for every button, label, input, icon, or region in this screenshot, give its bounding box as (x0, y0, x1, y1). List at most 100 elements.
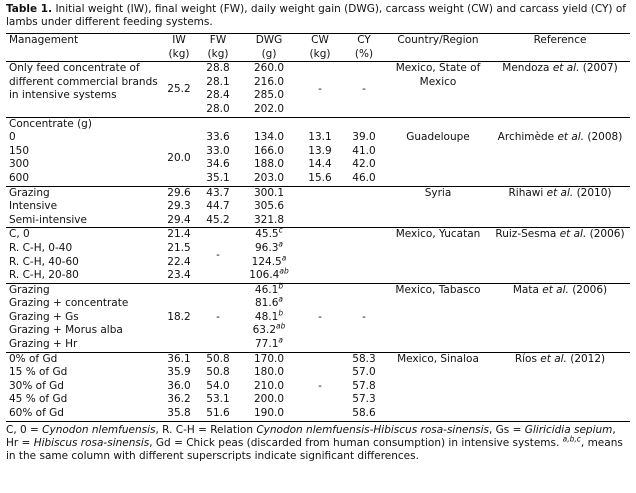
management-cell: 30% of Gd (6, 380, 162, 394)
reference-part: Ruiz-Sesma (495, 228, 560, 241)
cell-text: R. C-H, 20-80 (9, 269, 79, 282)
table-row: 15 % of Gd 35.9 50.8 180.0 57.0 (6, 366, 630, 380)
reference-part: (2008) (584, 131, 623, 144)
table-row: Grazing + Gs 48.1b (6, 309, 630, 325)
iw-cell: 36.2 (162, 393, 196, 407)
cell-text: Mexico, Yucatan (395, 228, 481, 241)
footnote: C, 0 = Cynodon nlemfuensis, R. C-H = Rel… (6, 424, 630, 463)
table-row: R. C-H, 40-60 22.4 124.5a (6, 254, 630, 270)
cell-text: 150 (9, 144, 30, 157)
footnote-superscripts: a,b,c (562, 434, 581, 444)
cell-text: 202.0 (253, 102, 285, 115)
table-row: 0 20.0 33.6 134.0 13.1 39.0 Guadeloupe Archimèd… (6, 131, 630, 163)
cell-text: 30% of Gd (9, 379, 64, 392)
management-cell: Grazing (6, 186, 162, 200)
iw-cell: 21.4 (162, 228, 196, 242)
table-body: Only feed concentrate of different comme… (6, 61, 630, 422)
fw-cell: - (196, 228, 240, 283)
dwg-cell: 96.3a (240, 239, 298, 256)
iw-cell: 20.0 (162, 131, 196, 186)
header-name: FW (209, 34, 227, 46)
cell-text: 200.0 (253, 393, 285, 406)
caption: Table 1. Initial weight (IW), final weig… (6, 3, 630, 29)
significance-letter: a (278, 239, 283, 249)
header-cell: Reference (490, 34, 630, 62)
header-name: CY (357, 34, 371, 46)
cell-text: - (318, 310, 322, 323)
header-cell: FW (kg) (196, 34, 240, 62)
cell-text: 305.6 (253, 200, 285, 213)
cell-text: 50.8 (206, 352, 230, 365)
cell-text: 134.0 (253, 131, 285, 144)
cell-text: 34.6 (206, 158, 230, 171)
cell-value: 81.6 (255, 297, 279, 310)
cw-cell: - (298, 283, 342, 352)
management-cell: Only feed concentrate of different comme… (6, 62, 162, 117)
iw-cell: 29.3 (162, 200, 196, 214)
footnote-species: Hibiscus rosa-sinensis (33, 436, 150, 449)
cw-cell (298, 186, 342, 228)
reference-cell: Ruiz-Sesma et al. (2006) (490, 228, 630, 283)
dwg-cell: 77.1a (240, 336, 298, 352)
cell-text: 13.1 (308, 131, 332, 144)
cell-text: 60% of Gd (9, 407, 64, 420)
header-name: Management (9, 34, 79, 46)
fw-cell: - (196, 283, 240, 352)
cell-text: 190.0 (253, 407, 285, 420)
cell-text: 285.0 (253, 89, 285, 102)
header-unit: (kg) (309, 47, 331, 60)
table-row: Grazing + concentrate 81.6a (6, 296, 630, 311)
cell-value: 46.1 (254, 283, 279, 296)
cell-text: Grazing + Morus alba (9, 324, 123, 337)
dwg-cell: 210.0 (240, 380, 298, 394)
table-row: Grazing + Morus alba 63.2ab (6, 323, 630, 338)
cy-cell: 57.0 (342, 366, 386, 380)
cell-text: 57.0 (352, 366, 376, 379)
footnote-text: , Hr = (6, 423, 616, 449)
reference-part: Rihawi (508, 186, 547, 199)
dwg-cell: 46.1b (240, 282, 298, 297)
dwg-cell: 200.0 (240, 393, 298, 407)
management-cell: Intensive (6, 200, 162, 214)
cell-text: 180.0 (253, 366, 285, 379)
header-unit: (%) (354, 47, 374, 60)
cell-text: - (216, 310, 220, 323)
cy-cell: 57.8 (342, 380, 386, 394)
cell-text: 50.8 (206, 366, 230, 379)
dwg-cell: 216.0 (240, 76, 298, 90)
reference-part: et al. (559, 228, 587, 241)
fw-cell: 28.8 (196, 62, 240, 76)
reference-part: (2006) (586, 228, 625, 241)
table-row: R. C-H, 20-80 23.4 106.4ab (6, 267, 630, 283)
cell-text: 41.0 (352, 144, 376, 157)
fw-cell: 53.1 (196, 393, 240, 407)
cell-text: 216.0 (253, 75, 285, 88)
cy-cell: - (342, 62, 386, 117)
cy-cell: 58.6 (342, 407, 386, 421)
reference-part: (2010) (573, 186, 612, 199)
reference-part: et al. (552, 62, 580, 75)
cw-cell: - (298, 62, 342, 117)
management-cell: R. C-H, 20-80 (6, 269, 162, 283)
table-row: 150 33.0 166.0 13.9 41.0 (6, 145, 630, 159)
cell-text: Only feed concentrate of different comme… (9, 62, 158, 102)
cell-text: 21.4 (167, 228, 191, 241)
reference-part: (2006) (568, 283, 608, 296)
subheading-row: Concentrate (g) (6, 117, 630, 131)
dwg-cell: 203.0 (240, 172, 298, 186)
cw-cell: - (298, 352, 342, 421)
cell-text: 33.0 (206, 144, 230, 157)
cell-text: 0 (9, 131, 16, 144)
cell-text: 188.0 (253, 158, 285, 171)
cy-cell: 58.3 (342, 352, 386, 366)
header-cell: Country/Region (386, 34, 490, 62)
cell-text: - (216, 248, 220, 261)
iw-cell: 29.6 (162, 186, 196, 200)
table-row: Grazing 29.6 43.7 300.1 Syria Rihawi et al. (… (6, 186, 630, 200)
management-cell: Semi-intensive (6, 214, 162, 228)
country-cell: Guadeloupe (386, 131, 490, 186)
cell-text: 29.3 (167, 200, 191, 213)
management-cell: 150 (6, 145, 162, 159)
cell-text: 25.2 (167, 82, 191, 95)
footnote-text: , Gd = Chick peas (discarded from human … (149, 436, 563, 449)
